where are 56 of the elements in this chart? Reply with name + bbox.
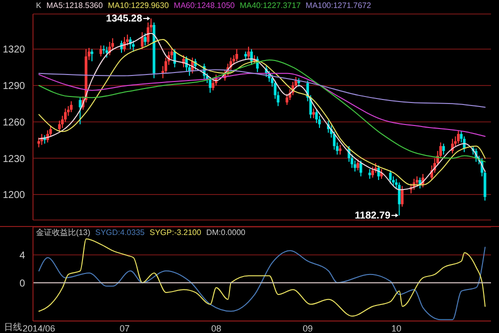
text: SYGP:-3.2100 <box>150 228 202 237</box>
candlestick <box>380 168 383 180</box>
candlestick <box>78 97 82 125</box>
candlestick <box>144 32 146 46</box>
candlestick <box>368 168 372 180</box>
candlestick <box>99 45 102 57</box>
y-tick-label: 4 <box>19 250 26 262</box>
candlestick <box>377 164 380 181</box>
candlestick <box>338 144 342 156</box>
x-tick-label: 10 <box>391 323 402 333</box>
candlestick <box>442 143 445 156</box>
y-tick-label: 1320 <box>2 44 26 56</box>
candlestick <box>58 120 61 132</box>
candlestick <box>212 78 214 91</box>
candlestick <box>247 46 250 60</box>
x-tick-label: 2014/06 <box>22 323 56 333</box>
candlestick <box>356 158 360 171</box>
candlestick <box>37 137 40 148</box>
candlestick <box>400 186 404 208</box>
annotation: 1345.28 <box>106 14 143 25</box>
annotation: 1182.79 <box>354 210 391 222</box>
candlestick <box>111 38 114 51</box>
candlestick <box>286 93 288 106</box>
candlestick <box>389 170 392 184</box>
y-tick-label: 1290 <box>2 81 26 92</box>
text: MA100:1271.7672 <box>306 1 372 10</box>
legend-title: 金证收益比(13) <box>36 228 90 237</box>
legend-title: K <box>36 1 42 10</box>
text: MA40:1227.3717 <box>240 1 301 10</box>
candlestick <box>105 46 108 58</box>
y-tick-label: 0 <box>19 278 26 290</box>
text: SYGD:4.0335 <box>95 228 145 237</box>
line-series <box>38 72 486 137</box>
candlestick <box>451 138 454 154</box>
line-series <box>38 60 486 162</box>
text: MA60:1248.1050 <box>174 1 235 10</box>
candlestick <box>457 130 460 144</box>
candlestick <box>235 48 238 62</box>
candlestick <box>120 40 123 54</box>
line-series <box>38 69 486 108</box>
y-tick-label: 1200 <box>2 190 26 202</box>
y-tick-label: 1260 <box>2 117 26 128</box>
candlestick <box>90 48 94 62</box>
x-tick-label: 09 <box>302 323 313 333</box>
x-tick-label: 07 <box>120 323 130 333</box>
y-tick-label: 1230 <box>2 154 26 165</box>
text: MA10:1229.9630 <box>108 1 169 10</box>
candlestick <box>315 109 318 124</box>
candlestick <box>250 48 253 66</box>
text: DM:0.0000 <box>206 228 246 237</box>
candlestick <box>208 76 212 94</box>
candlestick <box>312 108 315 119</box>
x-tick-label: 08 <box>211 323 222 333</box>
x-axis-title: 日线 <box>4 322 22 332</box>
candlestick <box>123 36 126 52</box>
text: MA5:1218.5360 <box>46 1 103 10</box>
